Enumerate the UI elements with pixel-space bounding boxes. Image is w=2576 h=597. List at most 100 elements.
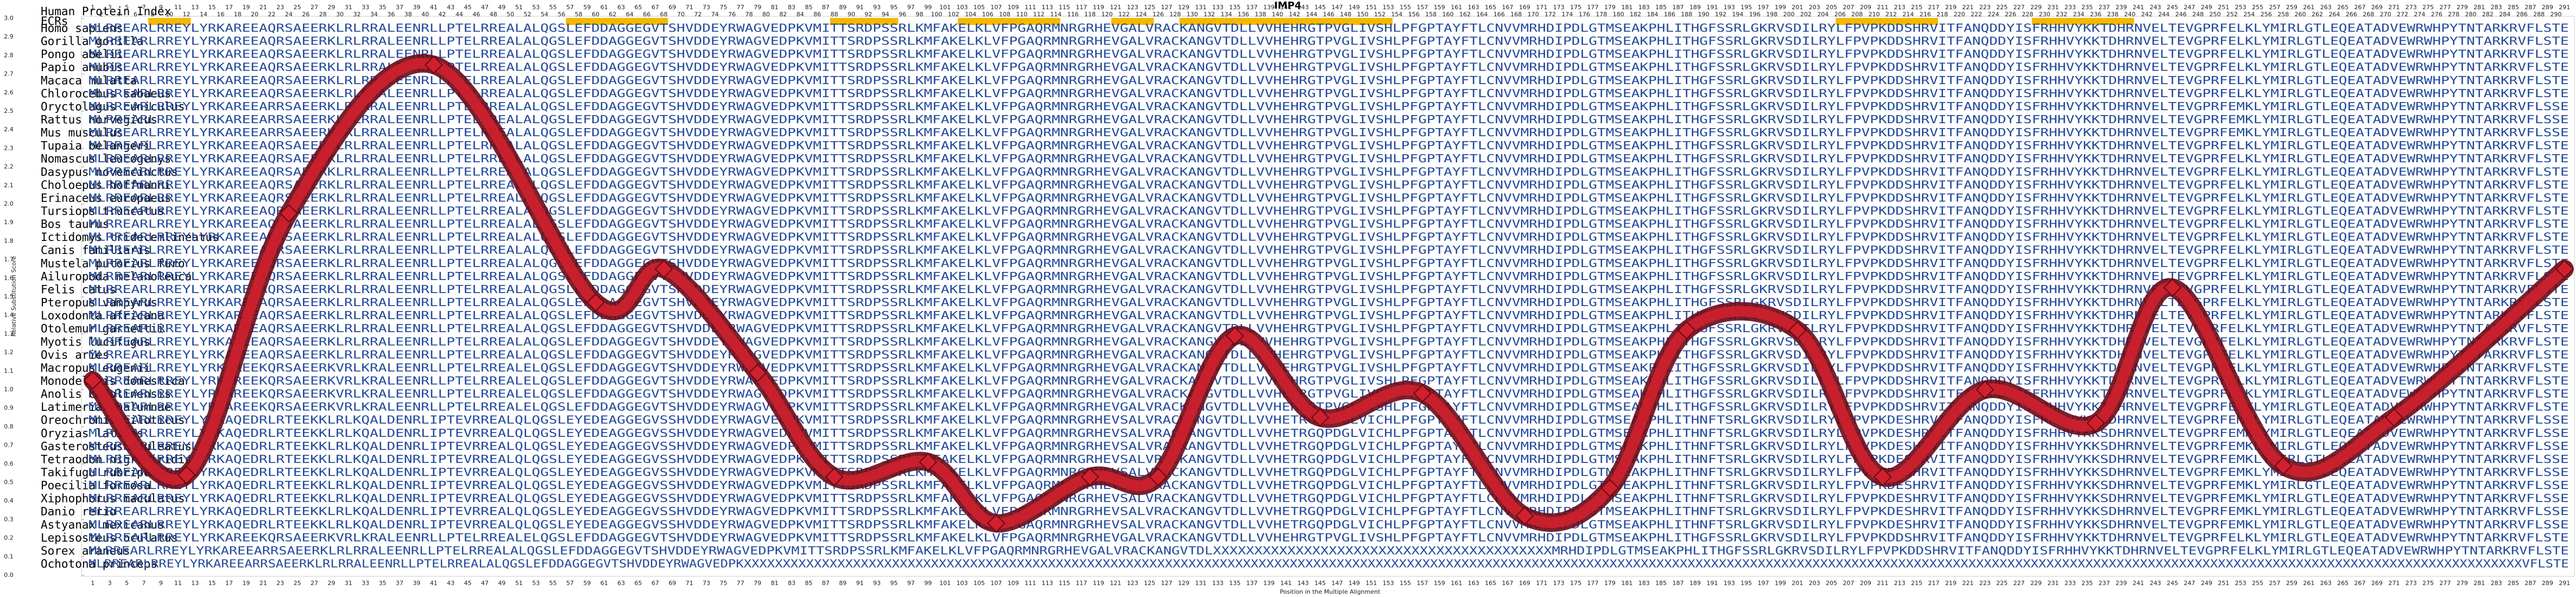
position-label: 242 [2141,11,2153,18]
x-tick-label: 277 [2440,580,2451,587]
y-tick-label: 1.6 [4,275,14,282]
sequence: MLRREARLRREYLYRKAREEARRSAEERKLRLRRALEENR… [88,126,2569,139]
position-label: 183 [1638,4,1650,11]
position-label: 115 [1059,4,1070,11]
x-tick-label: 61 [600,580,608,587]
position-label: 176 [1579,11,1590,18]
x-tick-label: 3 [108,580,112,587]
position-label: 213 [1894,4,1906,11]
y-tick-label: 1.2 [4,349,14,356]
x-tick-label: 257 [2269,580,2281,587]
x-tick-label: 103 [957,580,968,587]
point [1976,380,1995,399]
species-name: Ailuropoda melanoleuca [41,270,192,283]
position-label: 197 [1758,4,1769,11]
position-label: 231 [2047,4,2059,11]
position-label: 285 [2508,4,2519,11]
x-tick-label: 157 [1417,580,1428,587]
position-label: 163 [1468,4,1479,11]
x-tick-label: 283 [2491,580,2502,587]
sequence: MLRREARLRREYLYRKAREEAQRSAEERKLRLRRALEENR… [88,178,2569,191]
y-tick-label: 2.7 [4,71,14,78]
position-label: 6 [134,11,137,18]
position-label: 275 [2422,4,2434,11]
x-tick-label: 151 [1365,580,1377,587]
position-label: 211 [1877,4,1888,11]
y-axis-label: Relative Substitution Score [10,256,17,336]
x-tick-label: 113 [1042,580,1053,587]
x-tick-label: 33 [362,580,369,587]
x-tick-label: 181 [1621,580,1632,587]
x-tick-label: 31 [345,580,352,587]
position-label: 90 [847,11,855,18]
position-label: 95 [890,4,898,11]
position-label: 245 [2167,4,2178,11]
position-label: 4 [116,11,120,18]
position-label: 156 [1408,11,1420,18]
position-label: 152 [1374,11,1385,18]
x-tick-label: 75 [720,580,727,587]
x-tick-label: 169 [1519,580,1530,587]
x-tick-label: 219 [1945,580,1957,587]
x-tick-label: 131 [1195,580,1206,587]
sequence: MLRREARLRREYLYRKAREEAQRSAEERKLRLRRALEENR… [88,191,2569,204]
position-label: 96 [898,11,906,18]
position-label: 250 [2210,11,2221,18]
sequence: MLRREARLRREYLYRKAREEAQRSAEERKLRLRRALEENR… [88,348,2569,361]
position-label: 59 [583,4,591,11]
position-label: 150 [1357,11,1369,18]
sequence: MLRREARLRREYLYRKAREEKQRSAEERKVRLKRALEENR… [88,388,2569,401]
x-tick-label: 163 [1468,580,1479,587]
x-tick-label: 251 [2218,580,2229,587]
x-tick-label: 19 [242,580,250,587]
x-tick-label: 269 [2371,580,2383,587]
position-label: 33 [362,4,369,11]
x-axis-label: Position in the Multiple Alignment [1280,588,1381,595]
position-label: 51 [515,4,523,11]
position-label: 173 [1553,4,1565,11]
x-tick-label: 199 [1775,580,1786,587]
position-label: 191 [1706,4,1718,11]
position-label: 23 [276,4,284,11]
position-label: 143 [1298,4,1309,11]
position-label: 257 [2269,4,2281,11]
position-label: 72 [694,11,702,18]
point [1080,467,1099,486]
species-name: Papio anubis [41,61,123,74]
position-label: 119 [1093,4,1104,11]
sequence: MLRREARLRREYLYRKAQEDRLRTEEKKLRLKQALDENRL… [88,518,2569,531]
position-label: 289 [2542,4,2553,11]
position-label: 37 [396,4,403,11]
position-label: 225 [1996,4,2008,11]
sequence: MLRREARLRREYLYRKAQEDRLRTEEKKLRLKQALDENRL… [88,479,2569,492]
position-label: 61 [600,4,608,11]
point [279,204,298,223]
point [1149,467,1168,486]
position-label: 254 [2243,11,2255,18]
position-label: 73 [702,4,710,11]
species-name: Canis familiaris [41,244,150,257]
x-tick-label: 161 [1451,580,1462,587]
position-label: 67 [651,4,659,11]
position-label: 258 [2277,11,2289,18]
position-label: 70 [677,11,685,18]
position-label: 247 [2184,4,2195,11]
position-label: 64 [626,11,634,18]
species-name: Choloepus hoffmanni [41,179,171,192]
x-tick-label: 285 [2508,580,2519,587]
species-name: Ictidomys tridecemlineatus [41,231,219,244]
position-label: 39 [413,4,420,11]
x-tick-label: 119 [1093,580,1104,587]
x-tick-label: 53 [532,580,540,587]
position-label: 50 [507,11,514,18]
x-tick-label: 187 [1673,580,1684,587]
x-tick-label: 259 [2286,580,2297,587]
point [2384,408,2403,427]
species-name: Ochotona princeps [41,557,157,570]
position-label: 25 [294,4,301,11]
point [2086,414,2105,433]
point [2163,278,2182,297]
position-label: 41 [430,4,438,11]
x-tick-label: 287 [2525,580,2536,587]
position-label: 105 [973,4,985,11]
